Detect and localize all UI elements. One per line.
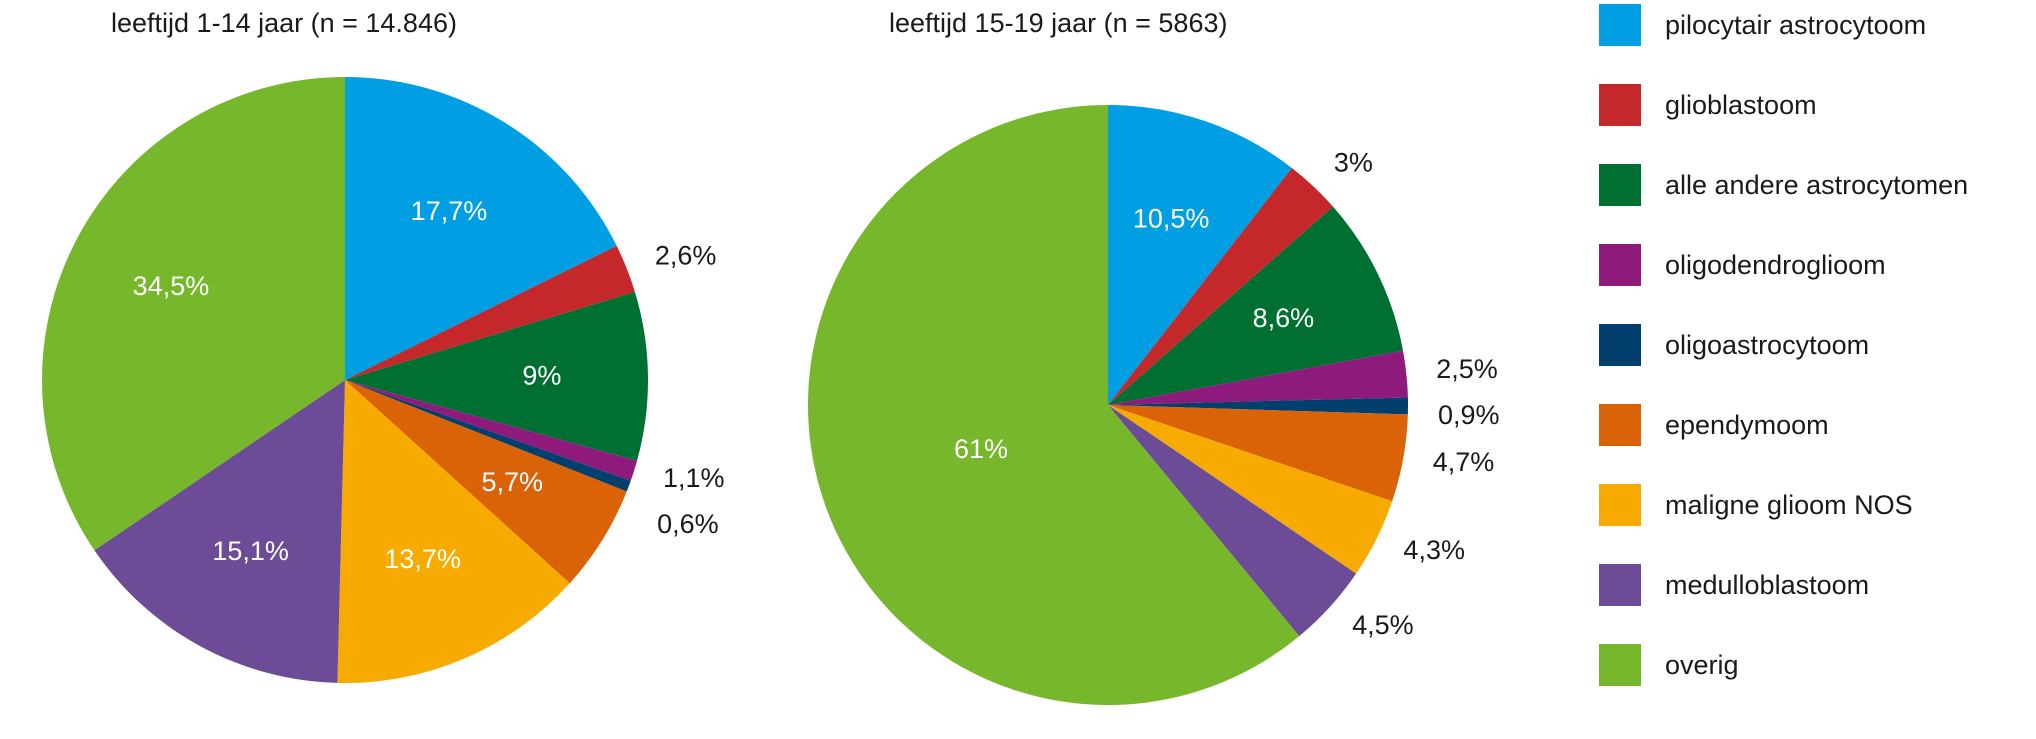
legend-item: oligodendroglioom [1599,244,1886,286]
legend-swatch [1599,564,1641,606]
pie-slice [1108,350,1408,405]
pie-slice [1108,105,1292,405]
chart-title-15-19: leeftijd 15-19 jaar (n = 5863) [889,8,1228,38]
slice-label: 0,9% [1438,400,1500,430]
slice-label: 34,5% [133,271,210,301]
pie-slice [337,380,570,683]
pie-slice [345,380,627,584]
pie-slice [345,380,631,492]
legend-item: glioblastoom [1599,84,1817,126]
legend-item: alle andere astrocytomen [1599,164,1968,206]
pie-slice [1108,405,1393,574]
legend-label: overig [1665,649,1739,680]
slice-label: 0,6% [657,509,719,539]
legend-swatch [1599,4,1641,46]
legend-item: ependymoom [1599,404,1829,446]
pie-slice [42,77,345,551]
legend-swatch [1599,84,1641,126]
slice-label: 13,7% [384,544,461,574]
legend-label: alle andere astrocytomen [1665,169,1969,200]
legend-swatch [1599,324,1641,366]
pie-slice [94,380,345,683]
slice-label: 2,5% [1436,354,1498,384]
pie-slice [345,77,617,380]
legend-label: ependymoom [1665,409,1829,440]
legend-label: medulloblastoom [1665,569,1870,600]
pie-slice [1108,206,1404,405]
legend-label: oligodendroglioom [1665,249,1886,280]
legend-item: overig [1599,644,1739,686]
legend-swatch [1599,404,1641,446]
slice-label: 8,6% [1253,303,1315,333]
legend-label: oligoastrocytoom [1665,329,1870,360]
pie-slice [345,380,638,481]
slice-label: 10,5% [1133,204,1210,234]
slice-label: 15,1% [212,536,289,566]
legend-swatch [1599,244,1641,286]
legend-label: maligne glioom NOS [1665,489,1913,520]
slice-label: 61% [954,434,1008,464]
legend-swatch [1599,484,1641,526]
legend-label: glioblastoom [1665,89,1817,120]
chart-title-1-14: leeftijd 1-14 jaar (n = 14.846) [111,8,457,38]
legend-item: maligne glioom NOS [1599,484,1913,526]
pie-slice [808,105,1300,705]
slice-label: 5,7% [482,467,544,497]
pie-slice [1108,405,1408,502]
slice-label: 3% [1334,148,1373,178]
legend-swatch [1599,644,1641,686]
legend-swatch [1599,164,1641,206]
pie-slice [1108,397,1408,415]
pie-slice [1108,167,1334,405]
legend-item: oligoastrocytoom [1599,324,1869,366]
legend-item: medulloblastoom [1599,564,1869,606]
legend-label: pilocytair astrocytoom [1665,9,1927,40]
slice-label: 4,3% [1403,535,1465,565]
legend-item: pilocytair astrocytoom [1599,4,1926,46]
slice-label: 4,7% [1433,447,1495,477]
slice-label: 4,5% [1352,610,1414,640]
pie-slice [345,291,649,461]
slice-label: 9% [522,361,561,391]
slice-label: 2,6% [655,240,717,270]
slice-label: 1,1% [663,463,725,493]
pie-slice [345,245,635,380]
pie-slice [1108,405,1357,637]
slice-label: 17,7% [411,196,488,226]
